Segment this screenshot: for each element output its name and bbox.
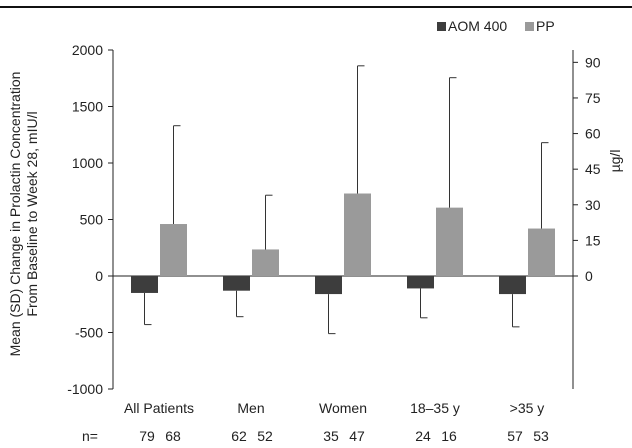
n-value: 24 [415, 428, 431, 444]
bar-pp [252, 249, 279, 276]
bar-pp [160, 224, 187, 276]
left-y-axis: -1000 -500 0 500 1000 1500 2000 [67, 42, 573, 397]
n-value: 79 [139, 428, 155, 444]
right-tick-label: 45 [585, 161, 601, 177]
bar-pp [344, 193, 371, 276]
bar-aom400 [407, 276, 434, 289]
bar-pp [528, 228, 555, 276]
n-value: 57 [507, 428, 523, 444]
category-label: >35 y [510, 400, 545, 416]
n-row: 79 68 62 52 35 47 24 16 57 53 n= [82, 428, 549, 444]
legend-swatch [437, 22, 446, 31]
right-y-axis: 0 15 30 45 60 75 90 [572, 50, 601, 389]
category-label: All Patients [124, 400, 194, 416]
left-tick-label: 500 [80, 212, 104, 228]
y-axis-label-line-2: From Baseline to Week 28, mIU/l [24, 111, 40, 316]
bar-pp [436, 207, 463, 276]
legend-label: PP [536, 18, 555, 34]
left-tick-label: 2000 [72, 42, 103, 58]
n-value: 47 [349, 428, 365, 444]
n-value: 16 [441, 428, 457, 444]
left-tick-label: 1000 [72, 155, 103, 171]
n-value: 62 [231, 428, 247, 444]
right-tick-label: 60 [585, 126, 601, 142]
bar-aom400 [131, 276, 158, 293]
right-tick-label: 75 [585, 90, 601, 106]
left-tick-label: -500 [75, 325, 103, 341]
category-labels: All Patients Men Women 18–35 y >35 y [124, 400, 544, 416]
left-tick-label: 1500 [72, 99, 103, 115]
legend-swatch [525, 22, 534, 31]
bar-aom400 [315, 276, 342, 295]
n-value: 52 [257, 428, 273, 444]
n-value: 68 [165, 428, 181, 444]
legend-label: AOM 400 [448, 18, 507, 34]
n-value: 53 [533, 428, 549, 444]
n-value: 35 [323, 428, 339, 444]
bar-aom400 [223, 276, 250, 291]
category-label: Women [319, 400, 367, 416]
left-tick-label: -1000 [67, 381, 103, 397]
category-label: Men [237, 400, 264, 416]
right-tick-label: 15 [585, 232, 601, 248]
bars [131, 65, 555, 335]
category-label: 18–35 y [410, 400, 460, 416]
bar-aom400 [499, 276, 526, 295]
legend: AOM 400 PP [437, 18, 555, 34]
top-rule [0, 6, 632, 8]
right-y-axis-label: µg/l [607, 150, 623, 173]
left-tick-label: 0 [95, 268, 103, 284]
right-tick-label: 0 [585, 268, 593, 284]
right-tick-label: 90 [585, 54, 601, 70]
n-prefix-label: n= [82, 428, 98, 444]
y-axis-label-line-1: Mean (SD) Change in Prolactin Concentrat… [7, 72, 23, 357]
right-tick-label: 30 [585, 197, 601, 213]
